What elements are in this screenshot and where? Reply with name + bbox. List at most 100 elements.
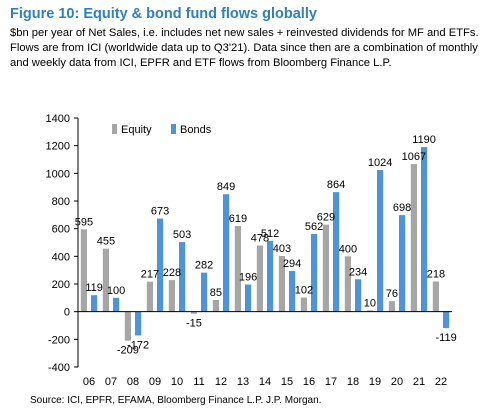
equity-value-label-13: 619 bbox=[229, 213, 247, 225]
bonds-bar-18 bbox=[355, 279, 362, 312]
equity-bar-18 bbox=[344, 256, 351, 312]
equity-value-label-09: 217 bbox=[141, 269, 159, 281]
bonds-value-label-21: 1190 bbox=[412, 134, 436, 146]
equity-value-label-17: 629 bbox=[317, 212, 335, 224]
y-tick-label: 1200 bbox=[46, 141, 70, 153]
equity-bar-08 bbox=[124, 311, 131, 341]
legend-swatch-bonds bbox=[171, 124, 176, 134]
bonds-value-label-16: 562 bbox=[305, 221, 323, 233]
bonds-bar-09 bbox=[157, 218, 164, 312]
bonds-value-label-19: 1024 bbox=[368, 157, 392, 169]
legend-label-bonds: Bonds bbox=[180, 124, 212, 136]
equity-value-label-16: 102 bbox=[295, 285, 313, 297]
equity-bar-15 bbox=[278, 255, 285, 312]
x-tick-label: 15 bbox=[281, 376, 293, 388]
bonds-value-label-13: 196 bbox=[239, 272, 257, 284]
equity-bar-13 bbox=[234, 226, 241, 312]
equity-value-label-10: 228 bbox=[163, 267, 181, 279]
equity-value-label-08: -209 bbox=[117, 345, 139, 357]
x-tick-label: 11 bbox=[193, 376, 204, 388]
equity-bar-20 bbox=[388, 301, 395, 312]
equity-bar-10 bbox=[168, 280, 175, 312]
x-tick-label: 10 bbox=[171, 376, 183, 388]
equity-value-label-22: 218 bbox=[427, 269, 445, 281]
bars bbox=[80, 147, 450, 341]
x-tick-label: 07 bbox=[105, 376, 117, 388]
bonds-value-label-11: 282 bbox=[195, 260, 213, 272]
bonds-bar-10 bbox=[179, 242, 186, 312]
legend-swatch-equity bbox=[112, 124, 117, 134]
equity-value-label-06: 595 bbox=[75, 216, 93, 228]
x-tick-label: 22 bbox=[435, 376, 447, 388]
equity-value-label-19: 10 bbox=[364, 297, 376, 309]
x-tick-label: 08 bbox=[127, 376, 139, 388]
y-tick-label: 800 bbox=[52, 196, 70, 208]
bonds-value-label-14: 512 bbox=[261, 228, 279, 240]
equity-value-label-18: 400 bbox=[339, 243, 357, 255]
legend-label-equity: Equity bbox=[121, 124, 152, 136]
bonds-bar-06 bbox=[91, 295, 98, 312]
bonds-value-label-12: 849 bbox=[217, 181, 235, 193]
bonds-bar-20 bbox=[399, 215, 406, 312]
bonds-bar-11 bbox=[201, 272, 208, 312]
equity-bar-12 bbox=[212, 299, 219, 312]
bonds-value-label-07: 100 bbox=[107, 285, 125, 297]
bonds-value-label-17: 864 bbox=[327, 179, 345, 191]
y-tick-label: -200 bbox=[48, 334, 70, 346]
x-tick-label: 19 bbox=[369, 376, 381, 388]
y-tick-label: 600 bbox=[52, 224, 70, 236]
x-tick-label: 16 bbox=[303, 376, 315, 388]
equity-bar-16 bbox=[300, 297, 307, 312]
equity-value-label-21: 1067 bbox=[402, 151, 426, 163]
data-labels: 595 119 455 100 -209-172 217 673 228 503 -15 282 85… bbox=[75, 134, 457, 357]
x-tick-label: 17 bbox=[325, 376, 337, 388]
bonds-value-label-22: -119 bbox=[435, 332, 456, 344]
y-tick-label: 1400 bbox=[46, 113, 70, 125]
bonds-value-label-15: 294 bbox=[283, 258, 301, 270]
y-tick-label: -400 bbox=[48, 362, 70, 374]
source-note: Source: ICI, EPFR, EFAMA, Bloomberg Fina… bbox=[30, 395, 322, 406]
bonds-bar-12 bbox=[223, 194, 230, 312]
bonds-bar-08 bbox=[135, 311, 142, 336]
bonds-value-label-08: -172 bbox=[127, 339, 149, 351]
bonds-value-label-10: 503 bbox=[173, 229, 191, 241]
x-tick-label: 14 bbox=[259, 376, 271, 388]
bonds-value-label-20: 698 bbox=[393, 202, 411, 214]
equity-value-label-14: 478 bbox=[251, 233, 269, 245]
bonds-bar-07 bbox=[113, 297, 120, 312]
equity-value-label-20: 76 bbox=[386, 288, 398, 300]
equity-bar-17 bbox=[322, 224, 329, 312]
bonds-bar-19 bbox=[377, 170, 384, 312]
x-axis: 06 07 08 09 10 11 12 13 14 15 16 17 18 19 20 21 22 bbox=[78, 311, 452, 388]
bonds-bar-14 bbox=[267, 240, 274, 312]
bonds-bar-21 bbox=[421, 147, 428, 312]
equity-bar-22 bbox=[432, 281, 439, 312]
bonds-value-label-18: 234 bbox=[349, 266, 367, 278]
y-tick-label: 200 bbox=[52, 279, 70, 291]
x-tick-label: 13 bbox=[237, 376, 249, 388]
y-tick-label: 1000 bbox=[46, 168, 70, 180]
x-tick-label: 12 bbox=[215, 376, 227, 388]
y-tick-label: 0 bbox=[64, 307, 70, 319]
y-axis: -400 -200 0 200 400 600 800 1000 1200 1400 bbox=[46, 113, 79, 374]
equity-bar-21 bbox=[410, 164, 417, 312]
y-tick-label: 400 bbox=[52, 251, 70, 263]
bonds-value-label-09: 673 bbox=[151, 206, 169, 218]
figure-title: Figure 10: Equity & bond fund flows glob… bbox=[10, 6, 317, 22]
bonds-value-label-06: 119 bbox=[85, 282, 103, 294]
figure-subtitle: $bn per year of Net Sales, i.e. includes… bbox=[10, 27, 479, 69]
x-tick-label: 09 bbox=[149, 376, 161, 388]
bonds-bar-15 bbox=[289, 270, 296, 312]
equity-bar-14 bbox=[256, 245, 263, 312]
equity-bar-19 bbox=[366, 310, 373, 312]
x-tick-label: 21 bbox=[413, 376, 425, 388]
equity-value-label-07: 455 bbox=[97, 236, 115, 248]
x-tick-label: 20 bbox=[391, 376, 403, 388]
equity-bar-09 bbox=[146, 281, 153, 312]
bonds-bar-16 bbox=[311, 233, 318, 312]
bonds-bar-17 bbox=[333, 192, 340, 312]
x-tick-label: 06 bbox=[83, 376, 95, 388]
equity-bar-06 bbox=[80, 229, 87, 312]
equity-value-label-15: 403 bbox=[273, 243, 291, 255]
